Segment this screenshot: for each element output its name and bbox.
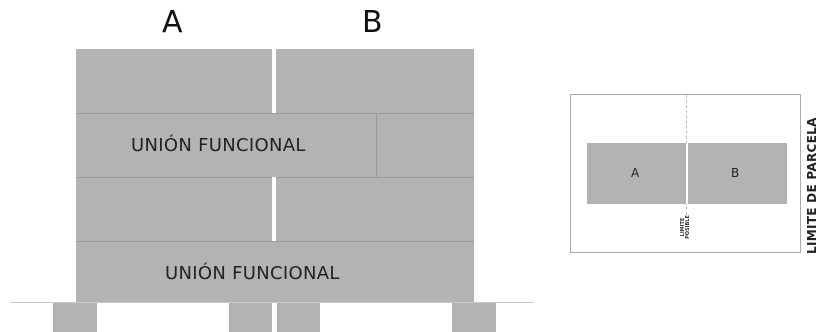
foundation-pillar [229, 303, 272, 332]
floor-line [76, 241, 474, 242]
foundation-pillar [53, 303, 97, 332]
floor-line [76, 113, 474, 114]
foundation-pillar [452, 303, 496, 332]
footprint-separation [686, 143, 688, 204]
plot-limit-label: LIMITE DE PARCELA [805, 117, 817, 254]
foundation-pillar [277, 303, 320, 332]
functional-union-label-lower: UNIÓN FUNCIONAL [165, 263, 340, 284]
functional-union-label-upper: UNIÓN FUNCIONAL [131, 135, 306, 156]
plan-label-b: B [731, 166, 740, 180]
column-label-a: A [162, 5, 183, 40]
ground-line [10, 302, 534, 303]
band-joint-line [376, 113, 377, 177]
separation-gap-top [272, 49, 276, 113]
separation-gap-middle [272, 177, 276, 241]
column-label-b: B [362, 5, 383, 40]
plan-label-a: A [631, 166, 640, 180]
possible-limit-label: LIMITE POSIBLE [680, 215, 691, 239]
